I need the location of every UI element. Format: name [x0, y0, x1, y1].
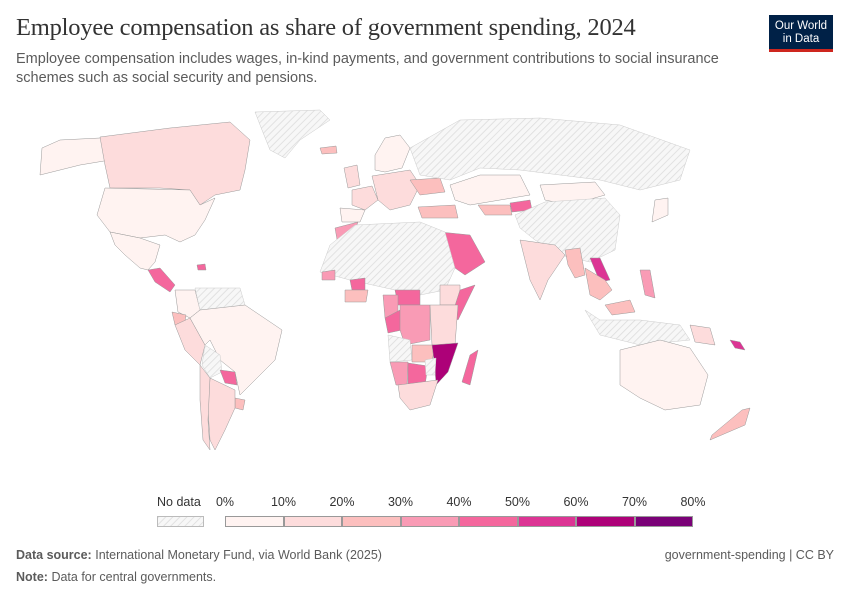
country-uzbekistan[interactable]: [477, 204, 513, 216]
country-kazakhstan[interactable]: [449, 174, 531, 206]
country-kenya-tanzania[interactable]: [429, 304, 459, 346]
country-indonesia[interactable]: [584, 309, 691, 346]
country-ghana-cote-d-ivoire[interactable]: [344, 289, 369, 303]
country-paraguay[interactable]: [219, 369, 238, 386]
note-label: Note:: [16, 570, 48, 584]
country-uruguay[interactable]: [234, 397, 246, 411]
chart-title: Employee compensation as share of govern…: [16, 14, 636, 41]
country-new-zealand[interactable]: [709, 407, 751, 441]
country-burkina-faso[interactable]: [349, 277, 366, 291]
country-uk-ireland[interactable]: [343, 164, 361, 189]
country-malaysia[interactable]: [604, 299, 636, 316]
country-greenland[interactable]: [254, 109, 331, 159]
country-central-african-rep-[interactable]: [394, 289, 421, 306]
country-mozambique[interactable]: [431, 342, 459, 386]
legend-tick-label: 50%: [504, 495, 531, 509]
logo-line-2: in Data: [782, 33, 820, 45]
country-namibia[interactable]: [389, 361, 409, 386]
legend-tick-label: 40%: [446, 495, 472, 509]
logo-line-1: Our World: [774, 20, 828, 32]
country-dominican-republic[interactable]: [196, 263, 207, 271]
chart-slug-license[interactable]: government-spending | CC BY: [664, 548, 834, 562]
legend-no-data-swatch: [157, 516, 204, 527]
country-scandinavia[interactable]: [374, 134, 411, 173]
country-solomon-islands[interactable]: [729, 339, 746, 351]
country-laos[interactable]: [589, 257, 611, 283]
country-argentina[interactable]: [207, 377, 236, 451]
country-australia[interactable]: [619, 339, 709, 411]
owid-logo[interactable]: Our World in Data: [769, 15, 833, 52]
legend-bin-30-40[interactable]: [400, 516, 459, 527]
data-source: Data source: International Monetary Fund…: [16, 548, 382, 562]
country-central-europe[interactable]: [371, 169, 421, 211]
country-mexico[interactable]: [109, 231, 161, 271]
country-philippines[interactable]: [639, 269, 656, 299]
legend-bin-40-50[interactable]: [459, 516, 518, 527]
country-bolivia[interactable]: [201, 344, 223, 379]
legend-tick-label: 10%: [270, 495, 297, 509]
country-united-states[interactable]: [96, 187, 216, 243]
legend-tick-label: 70%: [621, 495, 648, 509]
country-spain-portugal[interactable]: [339, 207, 366, 223]
legend-tick-label: 0%: [215, 495, 235, 509]
country-central-america[interactable]: [147, 267, 176, 293]
legend-bin-60-70[interactable]: [576, 516, 635, 527]
country-brazil[interactable]: [189, 304, 283, 396]
country-south-africa[interactable]: [397, 379, 439, 411]
country-thailand-cambodia[interactable]: [584, 267, 613, 301]
chart-subtitle: Employee compensation includes wages, in…: [16, 51, 719, 86]
country-russia[interactable]: [409, 117, 691, 191]
country-papua-new-guinea[interactable]: [689, 324, 716, 346]
country-dr-congo[interactable]: [399, 304, 431, 346]
legend-bin-70-80[interactable]: [634, 516, 693, 527]
country-iceland[interactable]: [319, 145, 338, 155]
country-bangladesh-myanmar[interactable]: [564, 247, 586, 279]
data-source-text[interactable]: International Monetary Fund, via World B…: [95, 548, 382, 562]
legend-tick-label: 80%: [680, 495, 706, 509]
legend-bin-50-60[interactable]: [517, 516, 576, 527]
data-source-label: Data source:: [16, 548, 92, 562]
note-text: Data for central governments.: [51, 570, 217, 584]
country-china[interactable]: [514, 197, 621, 263]
country-ukraine[interactable]: [409, 177, 446, 196]
legend-tick-label: 30%: [387, 495, 414, 509]
country-france[interactable]: [351, 185, 379, 211]
country-chile[interactable]: [199, 364, 211, 451]
legend-no-data-label: No data: [157, 495, 201, 509]
legend-bin-0-10[interactable]: [225, 516, 284, 527]
legend-bin-10-20[interactable]: [283, 516, 342, 527]
note: Note: Data for central governments.: [16, 570, 216, 584]
country-india[interactable]: [519, 239, 566, 301]
legend: No data 0% 10% 20% 30% 40% 50% 60% 70% 80%: [0, 495, 850, 535]
country-japan[interactable]: [651, 197, 669, 223]
country-madagascar[interactable]: [461, 349, 479, 386]
country-zimbabwe[interactable]: [424, 357, 437, 376]
legend-tick-label: 20%: [329, 495, 355, 509]
country-peru[interactable]: [174, 317, 206, 366]
country-turkey[interactable]: [417, 204, 459, 219]
world-map: [39, 109, 751, 451]
country-senegal[interactable]: [321, 269, 336, 281]
legend-tick-label: 60%: [563, 495, 589, 509]
legend-bin-20-30[interactable]: [342, 516, 401, 527]
